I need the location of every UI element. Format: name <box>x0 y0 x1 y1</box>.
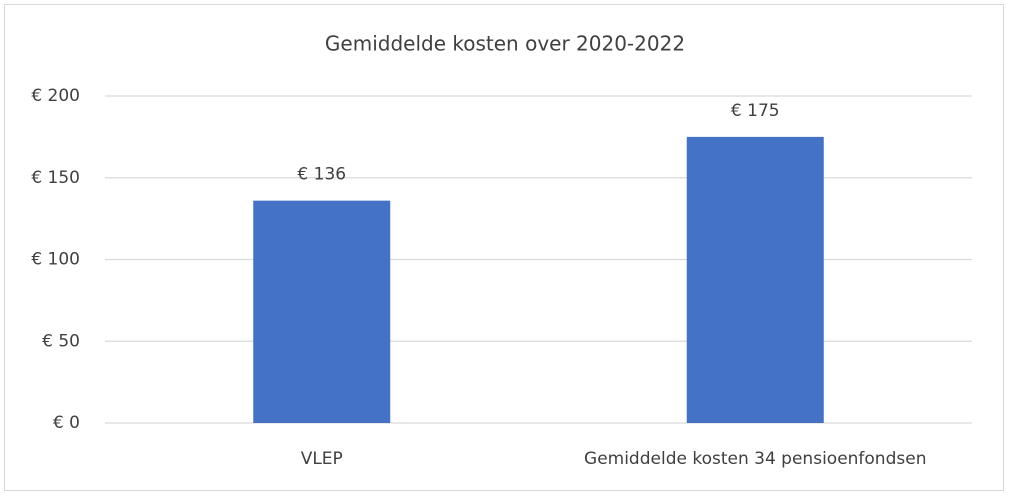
chart-title: Gemiddelde kosten over 2020-2022 <box>325 32 685 56</box>
value-label: € 175 <box>731 101 780 121</box>
y-tick-label: € 0 <box>53 413 80 433</box>
value-label: € 136 <box>297 165 346 185</box>
y-tick-label: € 50 <box>42 331 80 351</box>
y-tick-label: € 200 <box>31 86 80 106</box>
x-tick-label: VLEP <box>301 449 343 469</box>
x-tick-label: Gemiddelde kosten 34 pensioenfondsen <box>584 449 926 469</box>
y-tick-label: € 150 <box>31 168 80 188</box>
chart-border <box>4 4 1004 491</box>
y-tick-label: € 100 <box>31 250 80 270</box>
bar <box>253 200 391 423</box>
bar <box>686 136 824 423</box>
